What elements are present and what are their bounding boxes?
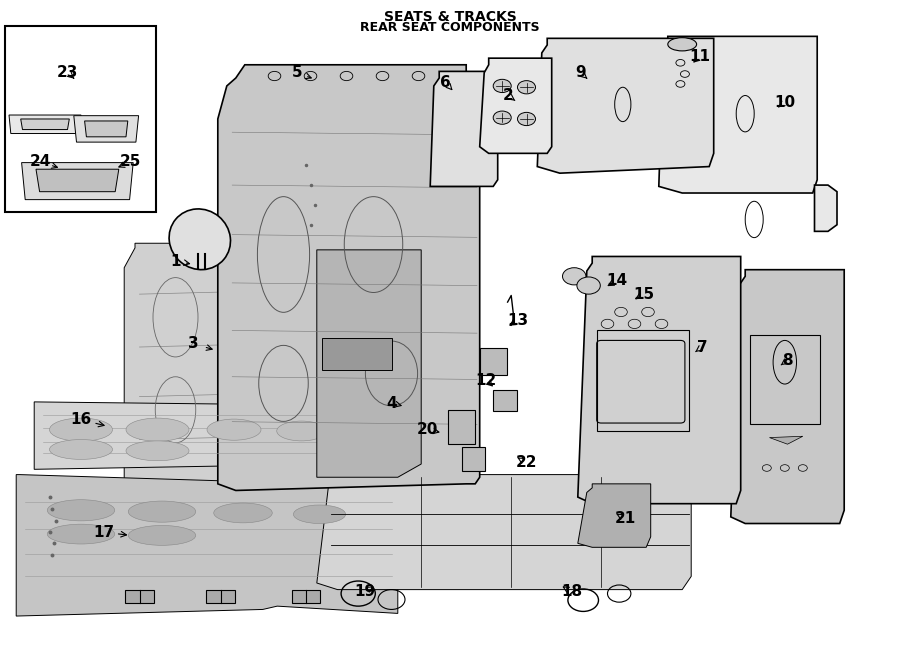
Circle shape <box>493 79 511 93</box>
Ellipse shape <box>47 524 115 544</box>
Text: SEATS & TRACKS: SEATS & TRACKS <box>383 10 517 24</box>
Bar <box>462 447 485 471</box>
Bar <box>597 330 688 431</box>
Text: 6: 6 <box>440 75 451 90</box>
Ellipse shape <box>214 503 272 523</box>
Text: 4: 4 <box>386 396 397 410</box>
Polygon shape <box>16 475 398 616</box>
Text: 24: 24 <box>30 155 51 169</box>
Text: 3: 3 <box>188 336 199 351</box>
Polygon shape <box>21 119 69 130</box>
Ellipse shape <box>668 38 697 51</box>
Ellipse shape <box>126 418 189 442</box>
Bar <box>493 390 517 411</box>
Text: 18: 18 <box>561 584 582 599</box>
Polygon shape <box>480 58 552 153</box>
Circle shape <box>577 277 600 294</box>
Circle shape <box>518 81 536 94</box>
Text: 25: 25 <box>120 155 141 169</box>
Ellipse shape <box>293 505 346 524</box>
Ellipse shape <box>47 500 115 521</box>
Text: 17: 17 <box>93 525 114 539</box>
Polygon shape <box>22 163 133 200</box>
Polygon shape <box>317 250 421 477</box>
Polygon shape <box>814 185 837 231</box>
Text: 14: 14 <box>606 274 627 288</box>
Text: 13: 13 <box>507 313 528 328</box>
Polygon shape <box>34 402 389 469</box>
Ellipse shape <box>277 421 326 441</box>
Circle shape <box>518 112 536 126</box>
Text: 11: 11 <box>689 49 711 63</box>
Bar <box>448 410 475 444</box>
Polygon shape <box>537 38 714 173</box>
Text: 9: 9 <box>575 65 586 80</box>
Polygon shape <box>770 436 803 444</box>
Polygon shape <box>731 270 844 524</box>
Polygon shape <box>85 121 128 137</box>
Polygon shape <box>124 243 349 516</box>
Text: 22: 22 <box>516 455 537 470</box>
Ellipse shape <box>207 419 261 440</box>
Ellipse shape <box>126 441 189 461</box>
Bar <box>750 335 820 424</box>
Text: 1: 1 <box>170 254 181 268</box>
Text: 23: 23 <box>57 65 78 80</box>
Circle shape <box>493 111 511 124</box>
Text: 21: 21 <box>615 512 636 526</box>
Text: 2: 2 <box>503 89 514 103</box>
Bar <box>480 348 507 375</box>
Bar <box>292 590 320 603</box>
Text: 15: 15 <box>633 287 654 301</box>
Polygon shape <box>218 65 480 490</box>
Text: 8: 8 <box>782 353 793 368</box>
Text: 20: 20 <box>417 422 438 437</box>
Text: 7: 7 <box>697 340 707 354</box>
Text: REAR SEAT COMPONENTS: REAR SEAT COMPONENTS <box>360 21 540 34</box>
Ellipse shape <box>50 418 112 442</box>
Bar <box>125 590 154 603</box>
Bar <box>4 26 156 212</box>
Polygon shape <box>578 256 741 504</box>
Polygon shape <box>659 36 817 193</box>
Ellipse shape <box>169 209 230 270</box>
Ellipse shape <box>50 440 112 459</box>
Polygon shape <box>317 475 691 590</box>
Bar <box>322 338 392 370</box>
Text: 10: 10 <box>774 95 796 110</box>
Polygon shape <box>36 169 119 192</box>
Polygon shape <box>74 116 139 142</box>
Text: 16: 16 <box>70 412 92 427</box>
Circle shape <box>562 268 586 285</box>
Text: 12: 12 <box>475 373 497 387</box>
Polygon shape <box>430 71 498 186</box>
Bar <box>206 590 235 603</box>
Text: 19: 19 <box>354 584 375 599</box>
Ellipse shape <box>128 501 196 522</box>
Polygon shape <box>9 115 81 134</box>
Text: 5: 5 <box>292 65 302 80</box>
Ellipse shape <box>128 525 196 545</box>
Polygon shape <box>578 484 651 547</box>
